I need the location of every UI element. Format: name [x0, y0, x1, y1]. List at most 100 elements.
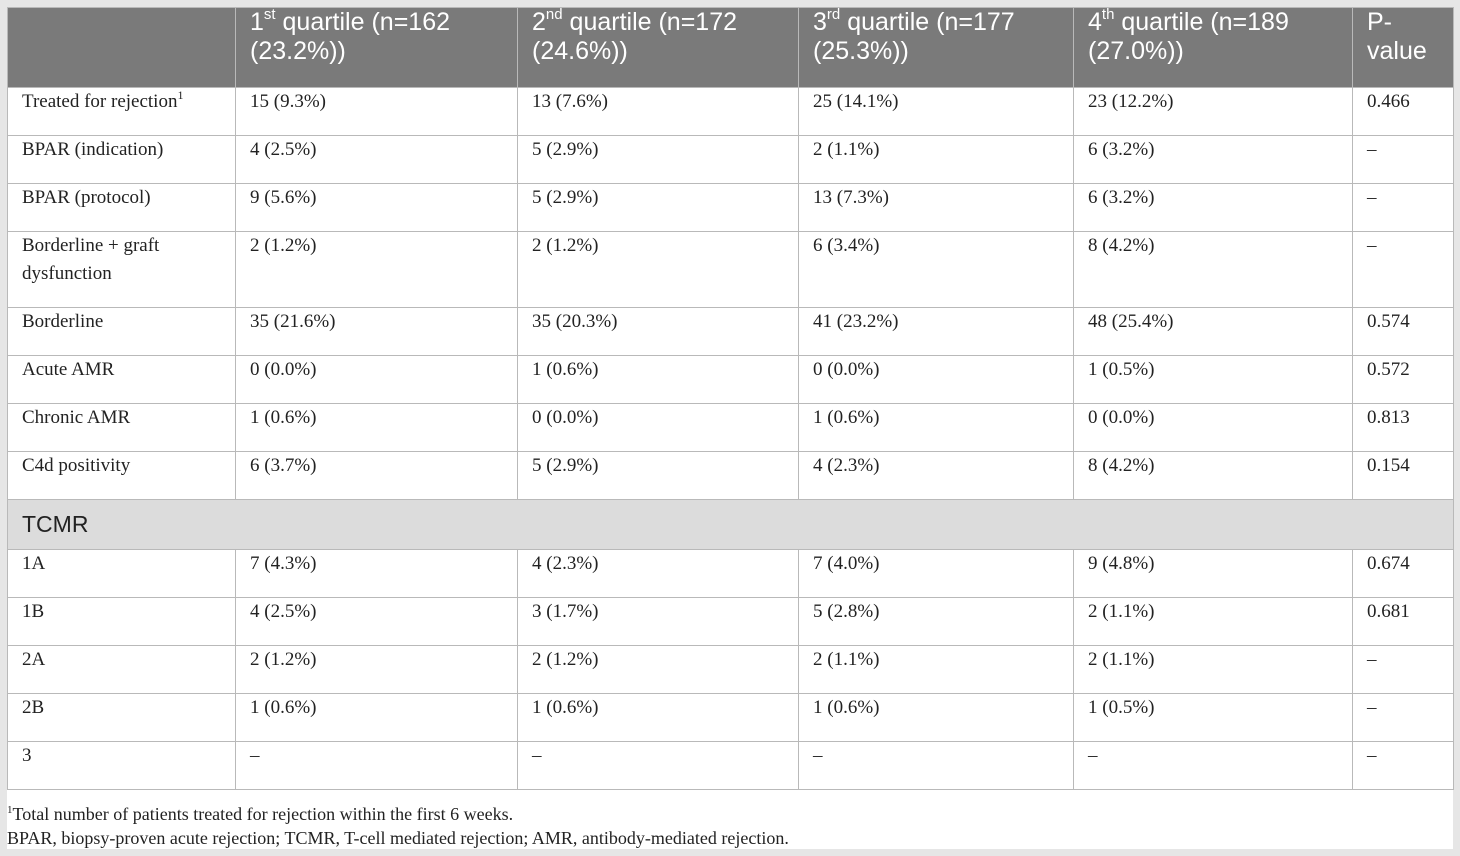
cell-q3: 1 (0.6%) [798, 403, 1074, 452]
row-label: 1A [7, 549, 236, 598]
cell-q3: 41 (23.2%) [798, 307, 1074, 356]
header-row: 1st quartile (n=162 (23.2%)) 2nd quartil… [7, 7, 1454, 88]
cell-q2: 5 (2.9%) [517, 135, 799, 184]
cell-q3: 5 (2.8%) [798, 597, 1074, 646]
row-label: Chronic AMR [7, 403, 236, 452]
cell-q4: 6 (3.2%) [1073, 183, 1353, 232]
cell-q3: 0 (0.0%) [798, 355, 1074, 404]
cell-q4: 2 (1.1%) [1073, 597, 1353, 646]
table-row: 1B 4 (2.5%) 3 (1.7%) 5 (2.8%) 2 (1.1%) 0… [7, 597, 1454, 646]
table-row: 2B 1 (0.6%) 1 (0.6%) 1 (0.6%) 1 (0.5%) – [7, 693, 1454, 742]
table-row: BPAR (protocol) 9 (5.6%) 5 (2.9%) 13 (7.… [7, 183, 1454, 232]
cell-q3: 1 (0.6%) [798, 693, 1074, 742]
cell-pvalue: – [1352, 693, 1454, 742]
cell-pvalue: 0.154 [1352, 451, 1454, 500]
table-footnotes: 1Total number of patients treated for re… [7, 802, 1453, 850]
table-frame: 1st quartile (n=162 (23.2%)) 2nd quartil… [7, 7, 1454, 850]
cell-q4: 6 (3.2%) [1073, 135, 1353, 184]
table-row: Borderline 35 (21.6%) 35 (20.3%) 41 (23.… [7, 307, 1454, 356]
cell-q1: – [235, 741, 518, 790]
cell-q4: 48 (25.4%) [1073, 307, 1353, 356]
cell-q3: 7 (4.0%) [798, 549, 1074, 598]
cell-q1: 4 (2.5%) [235, 135, 518, 184]
cell-q3: 25 (14.1%) [798, 87, 1074, 136]
cell-pvalue: 0.681 [1352, 597, 1454, 646]
cell-q4: – [1073, 741, 1353, 790]
row-label: Treated for rejection1 [7, 87, 236, 136]
table-row: 3 – – – – – [7, 741, 1454, 790]
cell-q4: 0 (0.0%) [1073, 403, 1353, 452]
header-pvalue: P-value [1352, 7, 1454, 88]
cell-pvalue: 0.813 [1352, 403, 1454, 452]
cell-q4: 23 (12.2%) [1073, 87, 1353, 136]
cell-q2: 1 (0.6%) [517, 693, 799, 742]
cell-q1: 2 (1.2%) [235, 231, 518, 308]
footnote-marker: 1 [7, 804, 13, 816]
row-label: 1B [7, 597, 236, 646]
cell-q1: 9 (5.6%) [235, 183, 518, 232]
cell-q1: 35 (21.6%) [235, 307, 518, 356]
cell-q4: 1 (0.5%) [1073, 693, 1353, 742]
cell-pvalue: – [1352, 135, 1454, 184]
cell-pvalue: – [1352, 741, 1454, 790]
row-label: Borderline [7, 307, 236, 356]
header-quartile-3: 3rd quartile (n=177 (25.3%)) [798, 7, 1074, 88]
cell-q3: 2 (1.1%) [798, 645, 1074, 694]
row-label: BPAR (indication) [7, 135, 236, 184]
cell-q4: 8 (4.2%) [1073, 451, 1353, 500]
cell-pvalue: 0.466 [1352, 87, 1454, 136]
table-row: Acute AMR 0 (0.0%) 1 (0.6%) 0 (0.0%) 1 (… [7, 355, 1454, 404]
cell-pvalue: 0.674 [1352, 549, 1454, 598]
cell-q3: 4 (2.3%) [798, 451, 1074, 500]
cell-pvalue: – [1352, 183, 1454, 232]
abbreviations-note: BPAR, biopsy-proven acute rejection; TCM… [7, 828, 789, 848]
table-row: Treated for rejection1 15 (9.3%) 13 (7.6… [7, 87, 1454, 136]
cell-q1: 1 (0.6%) [235, 693, 518, 742]
cell-pvalue: 0.572 [1352, 355, 1454, 404]
cell-pvalue: – [1352, 231, 1454, 308]
cell-q3: 13 (7.3%) [798, 183, 1074, 232]
cell-q1: 4 (2.5%) [235, 597, 518, 646]
cell-q1: 7 (4.3%) [235, 549, 518, 598]
header-quartile-4: 4th quartile (n=189 (27.0%)) [1073, 7, 1353, 88]
cell-q2: 35 (20.3%) [517, 307, 799, 356]
row-label: Borderline + graft dysfunction [7, 231, 236, 308]
table-row: C4d positivity 6 (3.7%) 5 (2.9%) 4 (2.3%… [7, 451, 1454, 500]
cell-q3: 2 (1.1%) [798, 135, 1074, 184]
cell-pvalue: – [1352, 645, 1454, 694]
cell-q4: 8 (4.2%) [1073, 231, 1353, 308]
row-label: Acute AMR [7, 355, 236, 404]
cell-q1: 1 (0.6%) [235, 403, 518, 452]
table-row: Chronic AMR 1 (0.6%) 0 (0.0%) 1 (0.6%) 0… [7, 403, 1454, 452]
table-row: 2A 2 (1.2%) 2 (1.2%) 2 (1.1%) 2 (1.1%) – [7, 645, 1454, 694]
results-table: 1st quartile (n=162 (23.2%)) 2nd quartil… [7, 7, 1454, 790]
cell-q2: 2 (1.2%) [517, 231, 799, 308]
section-title: TCMR [7, 499, 1454, 550]
row-label: BPAR (protocol) [7, 183, 236, 232]
cell-q4: 1 (0.5%) [1073, 355, 1353, 404]
row-label: 2A [7, 645, 236, 694]
header-empty-cell [7, 7, 236, 88]
section-row-tcmr: TCMR [7, 499, 1454, 550]
cell-q4: 2 (1.1%) [1073, 645, 1353, 694]
table-row: Borderline + graft dysfunction 2 (1.2%) … [7, 231, 1454, 308]
cell-q2: 3 (1.7%) [517, 597, 799, 646]
cell-q2: 13 (7.6%) [517, 87, 799, 136]
cell-q1: 0 (0.0%) [235, 355, 518, 404]
cell-q2: 5 (2.9%) [517, 183, 799, 232]
cell-q3: 6 (3.4%) [798, 231, 1074, 308]
header-quartile-1: 1st quartile (n=162 (23.2%)) [235, 7, 518, 88]
footnote-1: 1Total number of patients treated for re… [7, 804, 514, 824]
header-quartile-2: 2nd quartile (n=172 (24.6%)) [517, 7, 799, 88]
cell-q1: 2 (1.2%) [235, 645, 518, 694]
cell-q3: – [798, 741, 1074, 790]
cell-pvalue: 0.574 [1352, 307, 1454, 356]
cell-q2: 2 (1.2%) [517, 645, 799, 694]
cell-q2: 0 (0.0%) [517, 403, 799, 452]
row-label: 3 [7, 741, 236, 790]
cell-q2: 1 (0.6%) [517, 355, 799, 404]
cell-q2: 4 (2.3%) [517, 549, 799, 598]
table-row: BPAR (indication) 4 (2.5%) 5 (2.9%) 2 (1… [7, 135, 1454, 184]
row-label: C4d positivity [7, 451, 236, 500]
cell-q2: 5 (2.9%) [517, 451, 799, 500]
